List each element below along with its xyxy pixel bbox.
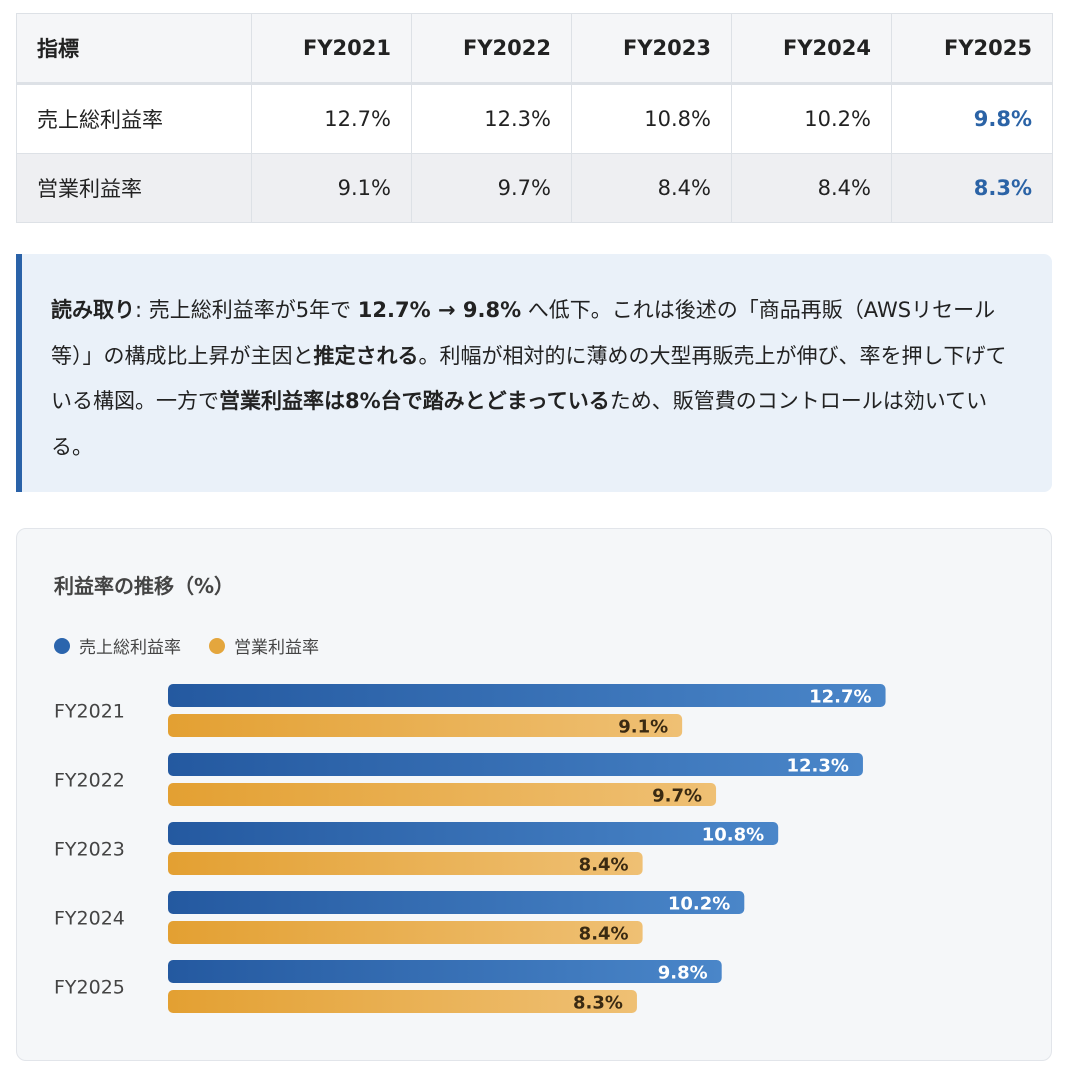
table-row: 売上総利益率 12.7% 12.3% 10.8% 10.2% 9.8% bbox=[16, 83, 1053, 154]
category-label: FY2023 bbox=[54, 839, 125, 861]
bar-operating-margin bbox=[168, 714, 683, 737]
data-label: 8.3% bbox=[573, 993, 623, 1014]
bar-chart: FY2021 12.7% 9.1% FY2022 12.3% 9.7% FY2023 10.8… bbox=[54, 684, 886, 1014]
legend-swatch-gross bbox=[54, 637, 70, 654]
bar-operating-margin bbox=[168, 783, 717, 806]
table-cell-highlight: 8.3% bbox=[891, 153, 1053, 223]
chart-title: 利益率の推移（%） bbox=[54, 574, 235, 598]
metrics-table: 指標 FY2021 FY2022 FY2023 FY2024 FY2025 売上… bbox=[16, 13, 1053, 223]
callout-lead: 読み取り bbox=[51, 298, 135, 322]
data-label: 9.7% bbox=[652, 786, 702, 807]
table-cell-highlight: 9.8% bbox=[891, 83, 1053, 154]
header-fy2022: FY2022 bbox=[411, 13, 572, 85]
data-label: 10.8% bbox=[702, 825, 764, 846]
category-label: FY2025 bbox=[54, 977, 125, 999]
legend-item: 売上総利益率 bbox=[54, 633, 181, 658]
bar-gross-margin bbox=[168, 891, 745, 914]
category-label: FY2021 bbox=[54, 701, 125, 723]
chart-legend: 売上総利益率 営業利益率 bbox=[54, 633, 347, 658]
table-row: 営業利益率 9.1% 9.7% 8.4% 8.4% 8.3% bbox=[16, 153, 1053, 223]
legend-item: 営業利益率 bbox=[209, 633, 319, 658]
category-label: FY2024 bbox=[54, 908, 125, 930]
table-header-row: 指標 FY2021 FY2022 FY2023 FY2024 FY2025 bbox=[16, 13, 1053, 85]
callout-emphasis: 推定される bbox=[313, 343, 419, 368]
data-label: 10.2% bbox=[668, 894, 730, 915]
data-label: 12.3% bbox=[786, 756, 848, 777]
bar-gross-margin bbox=[168, 960, 722, 983]
callout-text: : 売上総利益率が5年で bbox=[135, 298, 358, 322]
bar-gross-margin bbox=[168, 684, 886, 707]
bar-operating-margin bbox=[168, 852, 643, 875]
table-cell: 10.8% bbox=[571, 83, 732, 154]
data-label: 8.4% bbox=[579, 924, 629, 945]
table-cell: 10.2% bbox=[731, 83, 892, 154]
table-cell: 12.7% bbox=[251, 83, 412, 154]
header-fy2023: FY2023 bbox=[571, 13, 732, 85]
callout-text: 。利幅が相対的に薄めの大型再販売上が伸び、率を押し下げている構図。一方で bbox=[51, 343, 1007, 414]
callout-text: へ低下。これは後述の「商品再販（AWSリセール等）」の構成比上昇が主因と bbox=[51, 298, 996, 368]
header-fy2024: FY2024 bbox=[731, 13, 892, 85]
callout-emphasis: 営業利益率は8%台で踏みとどまっている bbox=[219, 389, 610, 413]
row-label: 売上総利益率 bbox=[16, 83, 252, 154]
bar-operating-margin bbox=[168, 921, 643, 944]
data-label: 9.8% bbox=[658, 963, 708, 984]
callout-text: ため、販管費のコントロールは効いている。 bbox=[51, 389, 988, 459]
legend-label: 営業利益率 bbox=[234, 638, 319, 658]
legend-swatch-operating bbox=[209, 637, 225, 654]
bar-gross-margin bbox=[168, 822, 779, 845]
insight-callout: 読み取り: 売上総利益率が5年で 12.7% → 9.8% へ低下。これは後述の… bbox=[16, 254, 1052, 492]
bar-operating-margin bbox=[168, 990, 637, 1013]
table-cell: 9.7% bbox=[411, 153, 572, 223]
table-cell: 8.4% bbox=[731, 153, 892, 223]
bar-gross-margin bbox=[168, 753, 863, 776]
header-fy2021: FY2021 bbox=[251, 13, 412, 85]
callout-emphasis: 12.7% → 9.8% bbox=[357, 298, 522, 322]
table-cell: 8.4% bbox=[571, 153, 732, 223]
data-label: 8.4% bbox=[579, 855, 629, 876]
legend-label: 売上総利益率 bbox=[79, 638, 181, 658]
row-label: 営業利益率 bbox=[16, 153, 252, 223]
header-metric: 指標 bbox=[16, 13, 252, 85]
table-cell: 9.1% bbox=[251, 153, 412, 223]
chart-card: 利益率の推移（%） 売上総利益率 営業利益率 FY2021 12.7% 9.1% FY… bbox=[16, 528, 1052, 1061]
table-cell: 12.3% bbox=[411, 83, 572, 154]
category-label: FY2022 bbox=[54, 770, 125, 792]
data-label: 9.1% bbox=[618, 717, 668, 738]
data-label: 12.7% bbox=[809, 687, 871, 708]
header-fy2025: FY2025 bbox=[891, 13, 1053, 85]
